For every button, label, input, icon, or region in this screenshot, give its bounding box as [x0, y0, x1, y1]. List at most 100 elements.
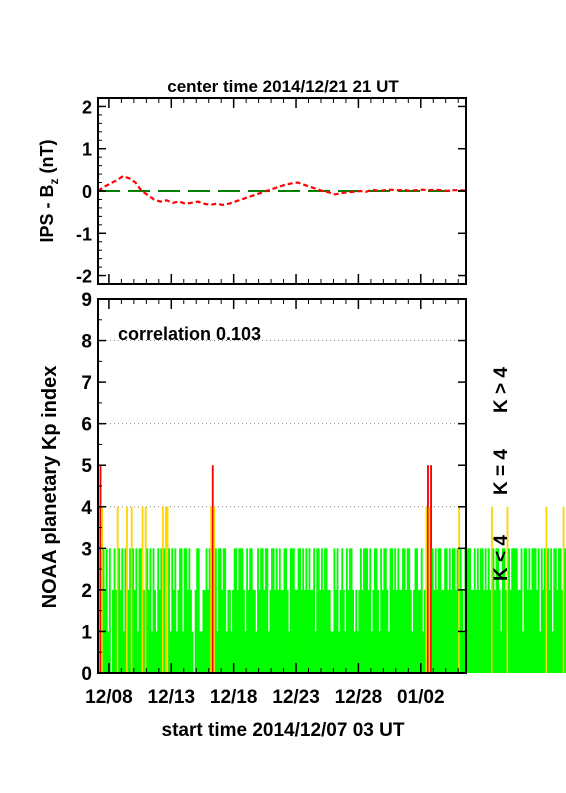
kp-bar — [475, 589, 478, 673]
kp-bar — [191, 631, 194, 673]
kp-bar — [500, 631, 503, 673]
kp-bar — [381, 589, 384, 673]
kp-bar — [179, 548, 181, 673]
kp-bar — [225, 631, 228, 673]
kp-bar — [221, 589, 224, 673]
kp-bar — [300, 589, 303, 673]
kp-bar — [441, 589, 443, 673]
kp-bar — [439, 548, 442, 673]
kp-bar — [503, 548, 506, 673]
kp-bar — [285, 548, 287, 673]
kp-bar — [119, 589, 122, 673]
legend-k-greater-4: K > 4 — [491, 367, 512, 413]
kp-bar — [246, 548, 248, 673]
top-y-tick-label: -2 — [76, 267, 92, 287]
kp-bar — [504, 589, 507, 673]
kp-bar — [345, 548, 348, 673]
kp-bar — [157, 548, 160, 673]
kp-bar — [263, 589, 266, 673]
kp-bar — [238, 548, 241, 673]
kp-bar — [194, 589, 197, 673]
kp-bar — [314, 631, 317, 673]
kp-bar — [511, 548, 514, 673]
kp-bar — [380, 548, 383, 673]
kp-bar — [317, 548, 320, 673]
kp-bar — [540, 548, 543, 673]
ips-bz-plot — [97, 174, 467, 207]
kp-bar — [136, 631, 139, 673]
kp-bar — [224, 548, 227, 673]
kp-bar — [163, 548, 166, 673]
kp-bar — [358, 589, 361, 673]
kp-x-tick-label: 01/02 — [397, 687, 445, 708]
kp-bar — [529, 589, 532, 673]
kp-bar — [509, 589, 512, 673]
kp-bar — [297, 548, 300, 673]
kp-bar — [250, 548, 253, 673]
kp-bar — [275, 548, 278, 673]
kp-bar — [425, 506, 428, 673]
kp-bar — [386, 589, 389, 673]
kp-bar — [392, 589, 395, 673]
kp-bar — [149, 548, 152, 673]
kp-bar — [135, 548, 138, 673]
kp-bar — [430, 465, 432, 673]
kp-bar — [152, 548, 155, 673]
kp-bar — [330, 631, 333, 673]
kp-bar — [283, 548, 286, 673]
kp-bar — [207, 589, 210, 673]
kp-bar — [480, 548, 482, 673]
kp-bar — [200, 631, 203, 673]
kp-bar — [294, 589, 297, 673]
kp-bar — [416, 548, 418, 673]
top-y-tick-label: 1 — [82, 140, 92, 160]
kp-bar — [389, 548, 392, 673]
kp-bar — [533, 548, 535, 673]
kp-bar — [531, 548, 534, 673]
kp-bar — [378, 631, 381, 673]
kp-bar — [144, 506, 147, 673]
top-y-tick-label: 0 — [82, 182, 92, 202]
kp-bar — [228, 589, 231, 673]
kp-bar — [512, 548, 515, 673]
legend-k-equal-4: K = 4 — [491, 449, 512, 495]
kp-bar — [132, 548, 135, 673]
kp-bar — [244, 631, 247, 673]
kp-bar — [172, 589, 175, 673]
kp-bar — [395, 589, 398, 673]
kp-bar — [551, 631, 554, 673]
kp-bar — [115, 589, 118, 673]
kp-bar — [249, 548, 252, 673]
kp-bar — [450, 589, 453, 673]
kp-bar — [185, 548, 188, 673]
kp-bar — [433, 589, 436, 673]
kp-x-ticks: 12/08 12/13 12/18 12/23 12/28 01/02 — [85, 98, 459, 708]
kp-bar — [328, 589, 331, 673]
kp-bar — [219, 548, 222, 673]
kp-bar — [445, 548, 448, 673]
kp-bar — [143, 589, 146, 673]
kp-bar — [316, 548, 319, 673]
kp-bar — [349, 548, 351, 673]
kp-bar — [230, 631, 233, 673]
kp-bar — [213, 506, 216, 673]
kp-bar — [112, 589, 114, 673]
kp-x-tick-label: 12/28 — [335, 687, 383, 708]
kp-bar — [174, 548, 177, 673]
kp-bar — [359, 548, 362, 673]
kp-bar — [411, 631, 414, 673]
kp-bar — [409, 589, 412, 673]
kp-bar — [126, 506, 128, 673]
kp-bar — [469, 548, 471, 673]
kp-bar — [423, 589, 426, 673]
kp-bar — [161, 506, 164, 673]
kp-bar — [484, 548, 487, 673]
kp-bar — [556, 589, 559, 673]
kp-bar — [306, 589, 309, 673]
kp-bar — [495, 548, 498, 673]
kp-y-tick-label: 2 — [81, 581, 92, 602]
kp-bar — [408, 548, 411, 673]
kp-bar — [160, 548, 163, 673]
kp-bar — [470, 589, 473, 673]
kp-bar — [320, 548, 323, 673]
